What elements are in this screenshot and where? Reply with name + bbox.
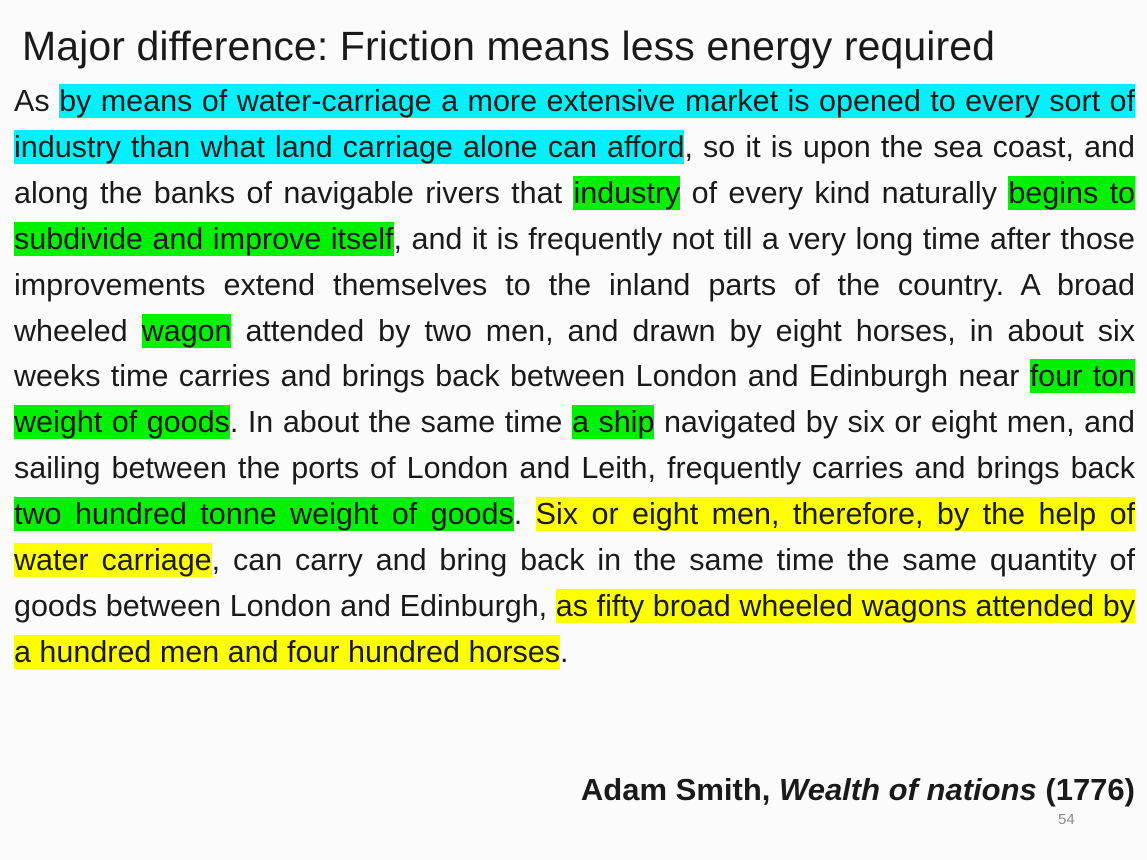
quote-text: attended by two men, and drawn by eight … [14,313,1135,394]
highlighted-phrase-green: a ship [571,405,655,440]
citation: Adam Smith, Wealth of nations (1776) [581,768,1135,812]
highlighted-phrase-green: industry [573,175,681,210]
quote-paragraph: As by means of water-carriage a more ext… [14,79,1136,676]
citation-author: Adam Smith, [580,772,779,807]
quote-text: , so it is upon the sea coast, and along… [14,129,1135,210]
slide-title: Major difference: Friction means less en… [22,23,996,69]
quote-text: , and it is frequently not till a very l… [14,221,1135,348]
highlighted-phrase-green: wagon [141,313,232,348]
citation-year: (1776) [1036,772,1135,807]
page-number: 54 [1058,811,1075,828]
highlighted-phrase-green: two hundred tonne weight of goods [14,497,514,532]
quote-text: navigated by six or eight men, and saili… [14,405,1135,486]
quote-text: . [560,634,569,669]
quote-text: . [513,497,536,532]
quote-text: . In about the same time [229,405,572,440]
quote-text: of every kind naturally [680,175,1009,210]
quote-text: , can carry and bring back in the same t… [14,543,1135,623]
citation-work-title: Wealth of nations [779,772,1037,807]
quote-text: As [14,84,60,118]
